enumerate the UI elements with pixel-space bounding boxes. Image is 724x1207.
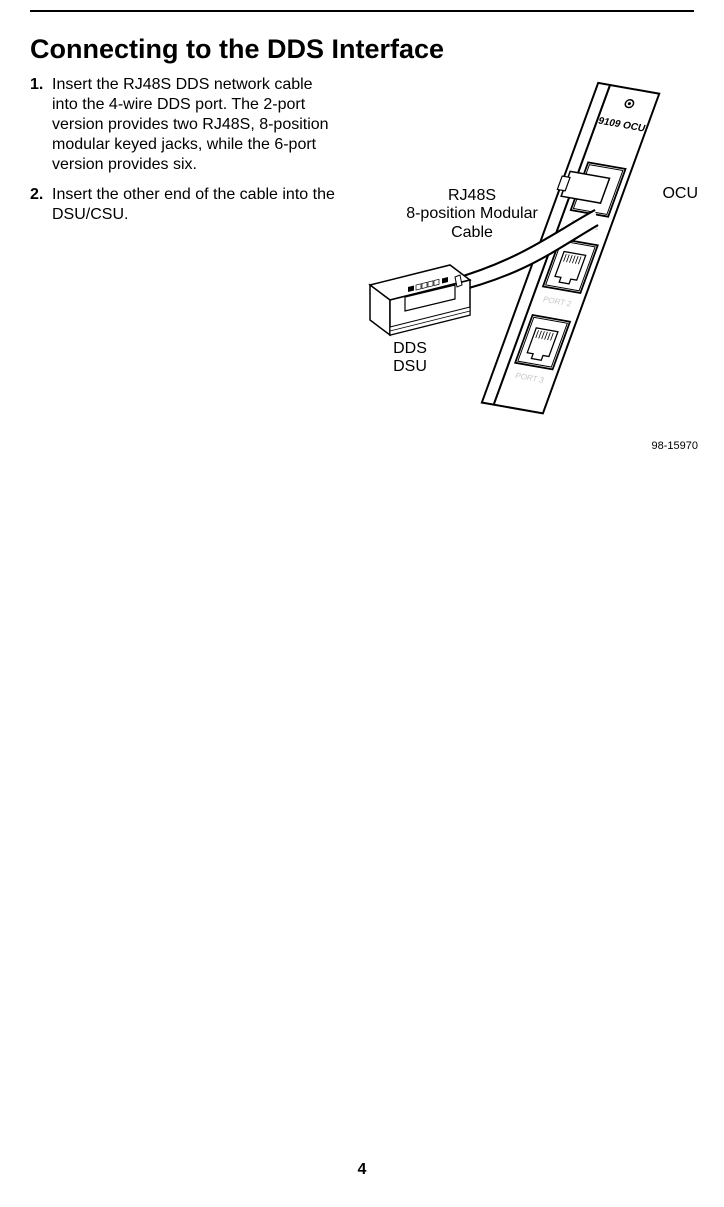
page-number: 4 <box>0 1161 724 1179</box>
document-page: Connecting to the DDS Interface 1. Inser… <box>0 10 724 1207</box>
step-1: 1. Insert the RJ48S DDS network cable in… <box>30 75 340 175</box>
step-text: Insert the RJ48S DDS network cable into … <box>52 75 340 175</box>
step-number: 1. <box>30 75 52 175</box>
top-rule <box>30 10 694 12</box>
page-heading: Connecting to the DDS Interface <box>30 34 694 65</box>
content-row: 1. Insert the RJ48S DDS network cable in… <box>30 75 694 475</box>
diagram-area: RJ48S 8-position Modular Cable OCU DDS D… <box>350 75 694 475</box>
step-2: 2. Insert the other end of the cable int… <box>30 185 340 225</box>
instruction-list: 1. Insert the RJ48S DDS network cable in… <box>30 75 340 235</box>
step-number: 2. <box>30 185 52 225</box>
connection-diagram-svg: 9109 OCU PORT 1 <box>350 75 710 475</box>
step-text: Insert the other end of the cable into t… <box>52 185 340 225</box>
